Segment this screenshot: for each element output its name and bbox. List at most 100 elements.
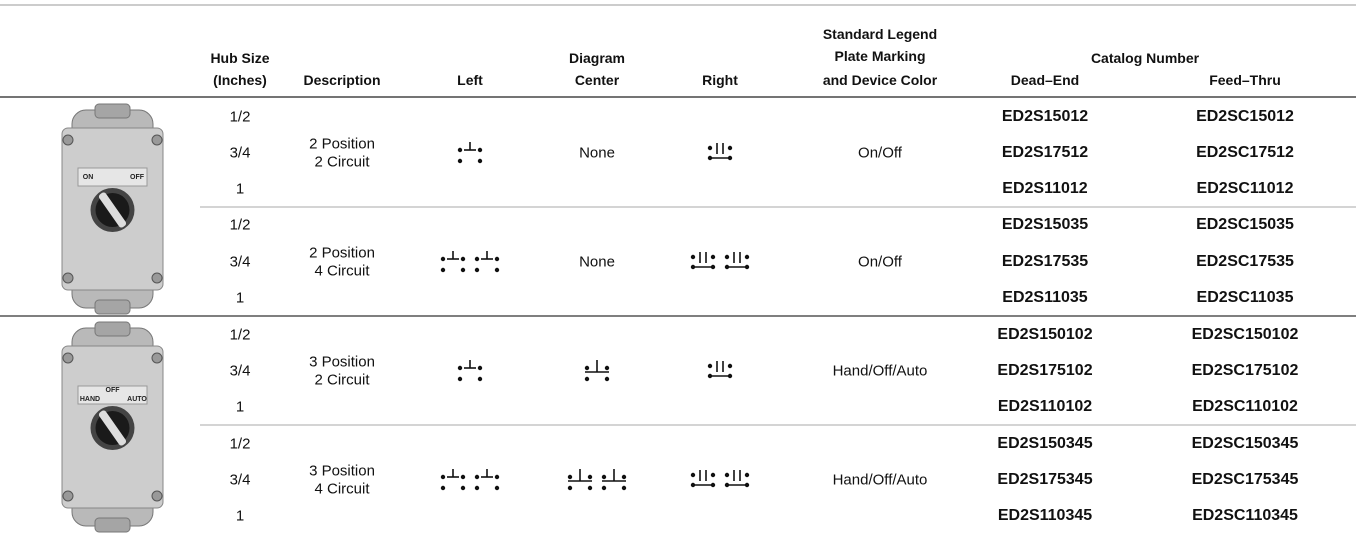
feed-thru-number: ED2SC17535: [1196, 253, 1294, 270]
symbol-dot: [477, 365, 483, 371]
symbol-dot: [744, 472, 750, 478]
header-cell: Feed–Thru: [1209, 72, 1281, 88]
header-cell: Left: [457, 72, 483, 88]
symbol-dot: [707, 363, 713, 369]
dead-end-number: ED2S17512: [1001, 144, 1089, 161]
symbol-dot: [494, 474, 500, 480]
symbol-dot: [477, 158, 483, 164]
dead-end-number: ED2S175345: [997, 471, 1093, 488]
hub-size: 3/4: [229, 253, 251, 271]
symbol-dot: [621, 485, 627, 491]
feed-thru-number: ED2SC11012: [1196, 180, 1294, 197]
symbol-dot: [474, 256, 480, 262]
header-cell: Right: [702, 72, 738, 88]
symbol-dot: [710, 482, 716, 488]
symbol-dot: [587, 485, 593, 491]
header-cell: (Inches): [213, 72, 267, 88]
header-cell: Hub Size: [210, 50, 270, 66]
feed-thru-number: ED2SC175345: [1191, 471, 1299, 488]
dead-end-number: ED2S110102: [997, 398, 1093, 415]
symbol-dot: [724, 472, 730, 478]
symbol-dot: [727, 373, 733, 379]
symbol-dot: [440, 256, 446, 262]
symbol-dot: [724, 482, 730, 488]
legend: On/Off: [858, 144, 902, 162]
symbol-dot: [457, 365, 463, 371]
screw: [151, 272, 163, 284]
symbol-dot: [474, 474, 480, 480]
screw: [151, 490, 163, 502]
hub: [94, 299, 131, 315]
dead-end-number: ED2S15012: [1001, 108, 1089, 125]
symbol-dot: [474, 267, 480, 273]
symbol-dot: [707, 145, 713, 151]
screw: [62, 490, 74, 502]
hub-size: 1: [235, 398, 245, 416]
dead-end-number: ED2S15035: [1001, 216, 1089, 233]
symbol-dot: [707, 155, 713, 161]
symbol-dot: [727, 145, 733, 151]
dead-end-number: ED2S150102: [997, 326, 1093, 343]
hub-size: 1/2: [229, 435, 251, 453]
feed-thru-number: ED2SC175102: [1191, 362, 1299, 379]
description: 4 Circuit: [314, 480, 370, 498]
knob-bar: [98, 410, 127, 446]
symbol-dot: [477, 376, 483, 382]
description: 2 Position: [309, 135, 375, 153]
description: 3 Position: [309, 353, 375, 371]
symbol-dot: [460, 485, 466, 491]
symbol-dot: [710, 254, 716, 260]
symbol-dot: [567, 485, 573, 491]
feed-thru-number: ED2SC15012: [1196, 108, 1294, 125]
symbol-dot: [710, 264, 716, 270]
symbol-dot: [621, 474, 627, 480]
legend: Hand/Off/Auto: [832, 471, 928, 489]
symbol-dot: [690, 264, 696, 270]
hub: [94, 103, 131, 119]
symbol-dot: [744, 482, 750, 488]
description: 4 Circuit: [314, 262, 370, 280]
symbol-dot: [460, 256, 466, 262]
screw: [62, 134, 74, 146]
header-cell: Diagram: [568, 50, 626, 66]
center-diagram: None: [579, 144, 615, 162]
feed-thru-number: ED2SC110345: [1192, 507, 1298, 524]
description: 2 Circuit: [314, 153, 370, 171]
symbol-dot: [440, 474, 446, 480]
feed-thru-number: ED2SC150102: [1191, 326, 1299, 343]
symbol-dot: [690, 254, 696, 260]
symbol-dot: [601, 474, 607, 480]
header-cell: Description: [303, 72, 381, 88]
symbol-dot: [494, 485, 500, 491]
symbol-dot: [460, 267, 466, 273]
header-cell: Center: [574, 72, 620, 88]
symbol-dot: [457, 376, 463, 382]
symbol-dot: [601, 485, 607, 491]
hub-size: 1: [235, 507, 245, 525]
symbol-dot: [707, 373, 713, 379]
feed-thru-number: ED2SC110102: [1192, 398, 1298, 415]
symbol-dot: [584, 376, 590, 382]
hub-size: 1: [235, 289, 245, 307]
product-image: ON OFF: [61, 103, 164, 315]
image-label: OFF: [130, 174, 145, 181]
symbol-dot: [724, 254, 730, 260]
legend: On/Off: [858, 253, 902, 271]
header-cell: Catalog Number: [1090, 50, 1200, 66]
symbol-dot: [494, 256, 500, 262]
symbol-dot: [460, 474, 466, 480]
dead-end-number: ED2S110345: [997, 507, 1093, 524]
screw: [151, 134, 163, 146]
header-cell: and Device Color: [822, 72, 938, 88]
legend-plate: [77, 167, 148, 187]
legend: Hand/Off/Auto: [832, 362, 928, 380]
hub: [94, 517, 131, 533]
feed-thru-number: ED2SC15035: [1196, 216, 1294, 233]
symbol-dot: [604, 365, 610, 371]
symbol-dot: [587, 474, 593, 480]
symbol-dot: [457, 147, 463, 153]
symbol-dot: [690, 482, 696, 488]
symbol-dot: [690, 472, 696, 478]
